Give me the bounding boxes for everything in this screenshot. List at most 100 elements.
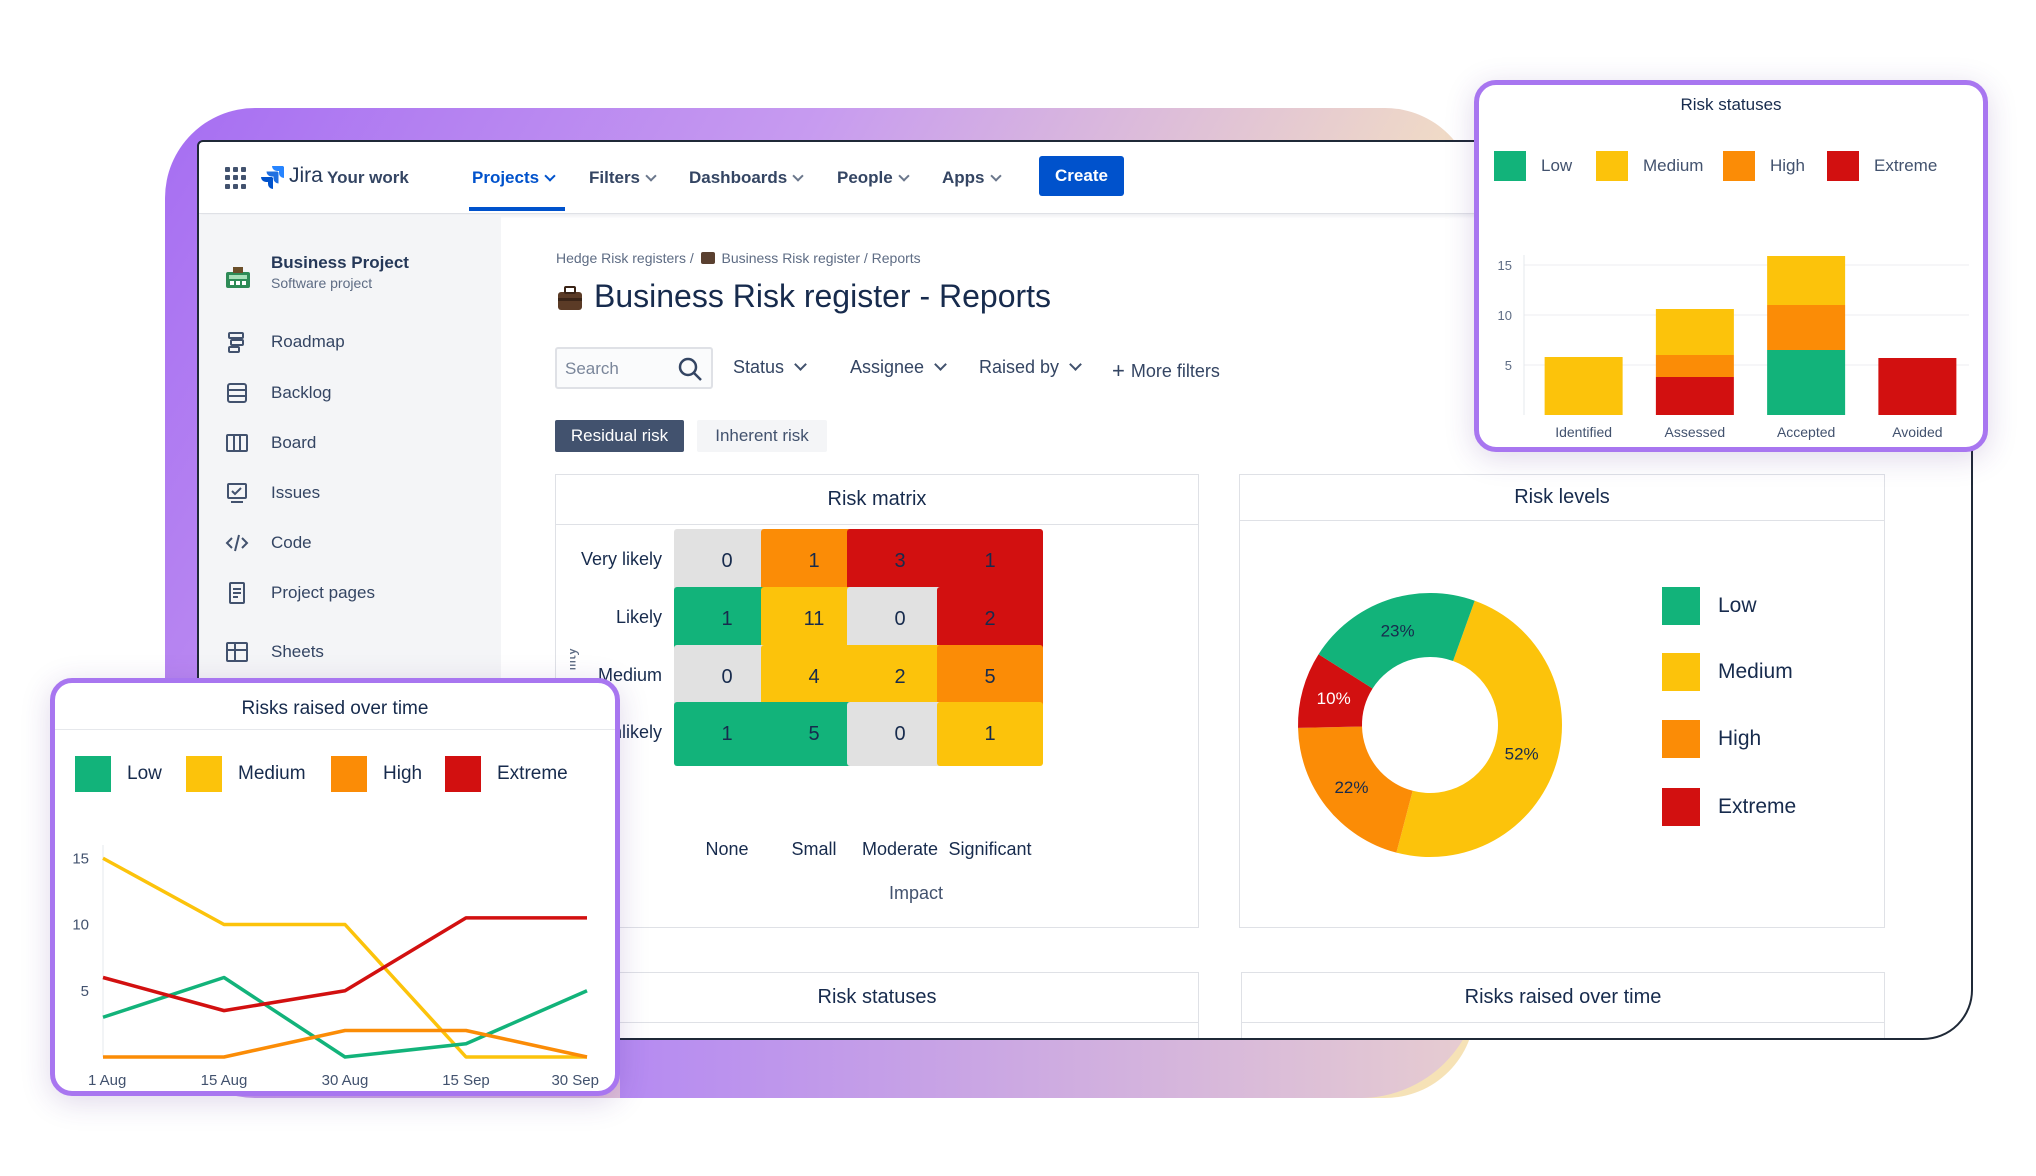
tab-residual-risk[interactable]: Residual risk xyxy=(555,420,684,452)
matrix-cell[interactable]: 5 xyxy=(937,645,1043,709)
nav-people[interactable]: People xyxy=(837,168,910,188)
x-tick-label: 1 Aug xyxy=(88,1072,126,1089)
sidebar-item-backlog[interactable]: Backlog xyxy=(225,379,331,407)
card-title: Risks raised over time xyxy=(241,698,429,719)
nav-projects[interactable]: Projects xyxy=(472,168,556,188)
y-tick-label: 5 xyxy=(1505,358,1512,373)
sidebar-item-issues[interactable]: Issues xyxy=(225,479,320,507)
bar-segment-extreme[interactable] xyxy=(1878,358,1957,415)
bar-segment-medium[interactable] xyxy=(1767,256,1846,305)
series-line-low[interactable] xyxy=(102,975,588,1059)
legend-swatch xyxy=(1827,151,1859,181)
legend-high: High xyxy=(1723,151,1805,181)
sidebar-item-project-pages[interactable]: Project pages xyxy=(225,579,375,607)
nav-apps[interactable]: Apps xyxy=(942,168,1002,188)
more-filters-button[interactable]: + More filters xyxy=(1112,358,1220,383)
donut-label: 10% xyxy=(1317,689,1351,708)
legend-swatch xyxy=(186,756,222,792)
y-tick-label: 15 xyxy=(1498,258,1512,273)
series-line-medium[interactable] xyxy=(102,856,587,1059)
tab-inherent-risk[interactable]: Inherent risk xyxy=(697,420,827,452)
risks-raised-panel: Risks raised over time xyxy=(1241,972,1885,1038)
app-name[interactable]: Jira xyxy=(289,164,323,187)
risks-raised-card: Risks raised over time Low Medium High E… xyxy=(50,678,620,1096)
legend-extreme: Extreme xyxy=(1827,151,1937,181)
matrix-cell[interactable]: 1 xyxy=(937,702,1043,766)
donut-label: 22% xyxy=(1334,778,1368,797)
matrix-cell[interactable]: 3 xyxy=(847,529,953,593)
bar-segment-high[interactable] xyxy=(1655,355,1734,377)
breadcrumb: Hedge Risk registers / Business Risk reg… xyxy=(556,250,921,266)
series-line-high[interactable] xyxy=(103,1028,588,1059)
series-line-extreme[interactable] xyxy=(102,916,587,1013)
x-tick-label: 30 Aug xyxy=(322,1072,369,1089)
nav-your-work[interactable]: Your work xyxy=(327,168,409,187)
briefcase-icon xyxy=(700,252,715,264)
legend-high: High xyxy=(331,756,422,792)
matrix-cell[interactable]: 0 xyxy=(847,587,953,651)
donut-slice-high[interactable] xyxy=(1298,726,1413,853)
app-switcher-icon[interactable] xyxy=(225,167,247,189)
plus-icon: + xyxy=(1112,358,1125,383)
legend-low: Low xyxy=(75,756,162,792)
x-tick-label: Avoided xyxy=(1892,424,1942,440)
create-button[interactable]: Create xyxy=(1039,156,1124,196)
legend-swatch xyxy=(1662,788,1700,826)
panel-title: Risk matrix xyxy=(556,475,1198,525)
matrix-row-label: Likely xyxy=(615,607,662,627)
donut-slice-low[interactable] xyxy=(1318,593,1475,689)
bar-segment-low[interactable] xyxy=(1767,350,1846,415)
donut-slice-medium[interactable] xyxy=(1396,600,1562,857)
legend-extreme: Extreme xyxy=(1662,788,1796,826)
risk-matrix-panel: Risk matrix Very likely 0 1 3 1 Likely 1 11 0 2 Me… xyxy=(555,474,1199,928)
project-avatar-icon xyxy=(226,267,250,288)
assignee-filter[interactable]: Assignee xyxy=(850,357,947,378)
donut-slice-extreme[interactable] xyxy=(1298,654,1373,728)
bar-segment-medium[interactable] xyxy=(1544,357,1623,415)
legend-medium: Medium xyxy=(1662,653,1793,691)
y-axis-label-partial: ility xyxy=(570,647,580,671)
legend-low: Low xyxy=(1494,151,1572,181)
bar-segment-medium[interactable] xyxy=(1655,309,1734,355)
bar-segment-high[interactable] xyxy=(1767,305,1846,350)
project-type: Software project xyxy=(271,275,373,291)
sidebar-item-roadmap[interactable]: Roadmap xyxy=(225,328,345,356)
nav-filters[interactable]: Filters xyxy=(589,168,657,188)
x-tick-label: Assessed xyxy=(1665,424,1726,440)
matrix-cell[interactable]: 1 xyxy=(937,529,1043,593)
legend-low: Low xyxy=(1662,587,1757,625)
matrix-cell[interactable]: 2 xyxy=(847,645,953,709)
sidebar-item-sheets[interactable]: Sheets xyxy=(225,638,324,666)
panel-title: Risk statuses xyxy=(556,973,1198,1023)
raised-by-filter[interactable]: Raised by xyxy=(979,357,1082,378)
matrix-cell[interactable]: 2 xyxy=(937,587,1043,651)
search-input[interactable]: Search xyxy=(555,347,713,389)
matrix-row-label: Very likely xyxy=(580,549,662,569)
status-filter[interactable]: Status xyxy=(733,357,807,378)
matrix-cell[interactable]: 0 xyxy=(847,702,953,766)
matrix-column-label: Significant xyxy=(948,839,1032,859)
pages-icon xyxy=(229,582,245,604)
page-title: Business Risk register - Reports xyxy=(594,278,1052,314)
jira-logo-icon[interactable] xyxy=(261,164,285,190)
briefcase-title-icon xyxy=(558,286,582,310)
risk-statuses-bar-chart: 5 10 15 Identified Assessed Accepted Avoided xyxy=(1498,255,1969,440)
y-tick-label: 5 xyxy=(81,983,89,1000)
project-name[interactable]: Business Project xyxy=(271,253,409,272)
code-icon xyxy=(225,534,249,552)
y-tick-label: 15 xyxy=(72,850,89,867)
donut-label: 23% xyxy=(1381,621,1415,640)
nav-dashboards[interactable]: Dashboards xyxy=(689,168,804,188)
breadcrumb-registers[interactable]: Hedge Risk registers / xyxy=(556,250,694,266)
matrix-row-label: Medium xyxy=(597,665,662,685)
bar-segment-extreme[interactable] xyxy=(1655,377,1734,415)
risk-levels-donut: 52% 22% 10% 23% xyxy=(1298,593,1562,857)
sidebar-item-board[interactable]: Board xyxy=(225,429,316,457)
matrix-column-label: Small xyxy=(791,839,837,859)
legend-swatch xyxy=(1494,151,1526,181)
matrix-column-label: Moderate xyxy=(861,839,939,859)
backlog-icon xyxy=(227,383,247,403)
sidebar-item-code[interactable]: Code xyxy=(225,529,312,557)
breadcrumb-register[interactable]: Business Risk register / Reports xyxy=(721,250,921,266)
donut-label: 52% xyxy=(1505,745,1539,764)
